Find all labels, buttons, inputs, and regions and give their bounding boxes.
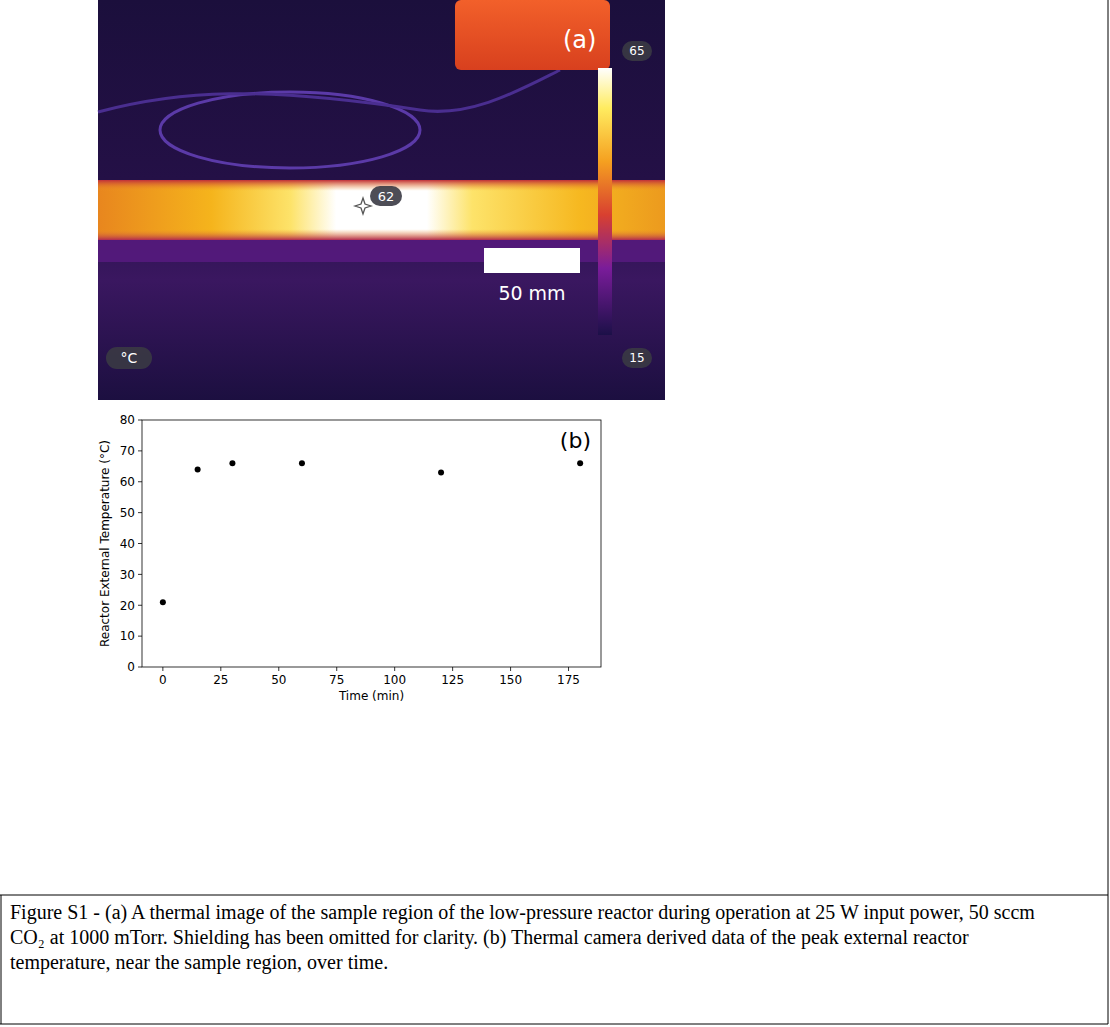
y-axis-title: Reactor External Temperature (°C) (98, 440, 112, 647)
border (0, 895, 1108, 896)
y-tick (138, 543, 142, 544)
x-tick (220, 667, 221, 671)
y-tick-label: 30 (120, 568, 135, 582)
thermal-image: 65 15 °C 62 50 mm (a) (98, 0, 665, 400)
plot-area (142, 420, 601, 667)
plot-frame (142, 420, 601, 667)
x-tick (162, 667, 163, 671)
image-background (98, 0, 665, 400)
point (195, 466, 201, 472)
label-pill (622, 348, 652, 368)
image-label: °C (121, 350, 138, 366)
crosshair (355, 198, 371, 214)
x-tick (452, 667, 453, 671)
label-pill (622, 41, 652, 61)
x-tick-label: 100 (383, 673, 406, 687)
point (577, 460, 583, 466)
figure: 65 15 °C 62 50 mm (a) 0 25 50 75 100 125 150 175 0 10 20… (0, 0, 1110, 1027)
panel-label: (b) (560, 428, 591, 453)
y-tick (138, 481, 142, 482)
y-tick (138, 420, 142, 421)
border (0, 1024, 1108, 1025)
image-label: 62 (378, 189, 395, 204)
x-tick (336, 667, 337, 671)
y-tick (138, 574, 142, 575)
reactor-tube (98, 180, 665, 240)
point (160, 599, 166, 605)
x-tick-label: 175 (557, 673, 580, 687)
y-tick-label: 80 (120, 413, 135, 427)
border (1108, 0, 1109, 1024)
y-tick-label: 10 (120, 629, 135, 643)
colorbar (598, 68, 612, 335)
x-tick (394, 667, 395, 671)
point (229, 460, 235, 466)
scale-bar-label: 50 mm (498, 282, 565, 304)
y-tick-label: 50 (120, 506, 135, 520)
scale-bar (484, 248, 580, 273)
x-tick-label: 0 (159, 673, 167, 687)
point (299, 460, 305, 466)
caption: Figure S1 - (a) A thermal image of the s… (10, 900, 1040, 975)
x-tick-label: 75 (329, 673, 344, 687)
chart: 0 25 50 75 100 125 150 175 0 10 20 30 40 50 60 70 80 Time… (98, 413, 601, 703)
x-tick-label: 150 (499, 673, 522, 687)
x-tick-label: 125 (441, 673, 464, 687)
x-tick-label: 50 (271, 673, 286, 687)
x-tick (278, 667, 279, 671)
y-tick (138, 450, 142, 451)
y-tick-label: 40 (120, 537, 135, 551)
power-supply (455, 0, 610, 70)
x-tick (510, 667, 511, 671)
data-points (160, 460, 583, 605)
image-label: 65 (629, 44, 644, 58)
y-tick-label: 0 (127, 660, 135, 674)
panel-label: (a) (563, 26, 596, 54)
label-pill (106, 347, 152, 369)
image-label: 15 (629, 351, 644, 365)
point (438, 469, 444, 475)
y-tick (138, 605, 142, 606)
cable (98, 70, 560, 112)
border (1, 895, 2, 1024)
y-tick (138, 667, 142, 668)
x-axis-title: Time (min) (338, 689, 404, 703)
y-tick (138, 636, 142, 637)
y-tick (138, 512, 142, 513)
y-tick-label: 20 (120, 599, 135, 613)
y-tick-label: 70 (120, 444, 135, 458)
label-pill (370, 186, 402, 206)
reactor-tube-edge (98, 180, 665, 240)
y-tick-label: 60 (120, 475, 135, 489)
x-tick-label: 25 (213, 673, 228, 687)
x-tick (568, 667, 569, 671)
